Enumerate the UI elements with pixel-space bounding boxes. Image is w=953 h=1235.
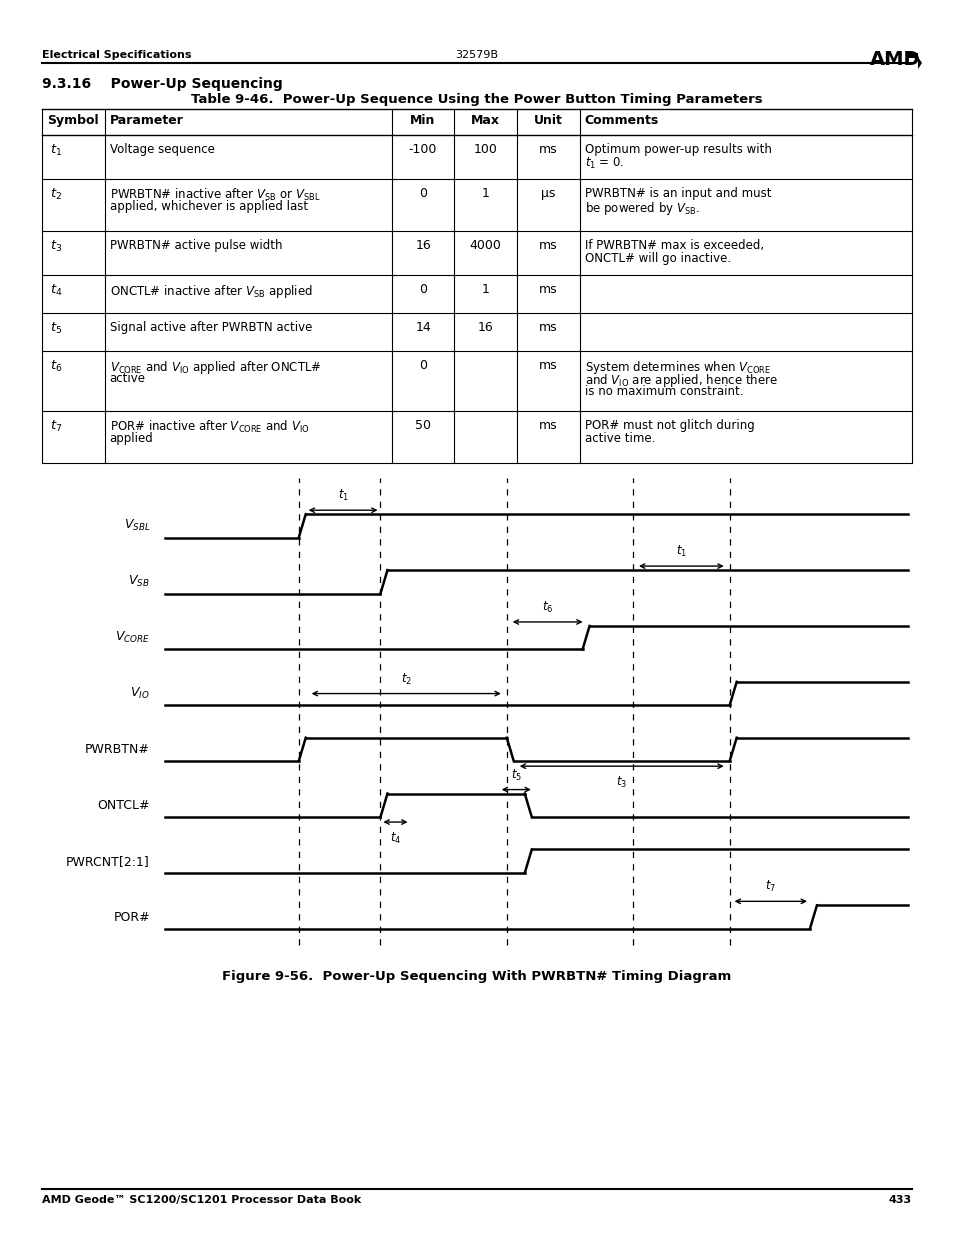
Text: AMD Geode™ SC1200/SC1201 Processor Data Book: AMD Geode™ SC1200/SC1201 Processor Data … [42,1195,361,1205]
Text: 433: 433 [888,1195,911,1205]
Text: ms: ms [538,283,558,296]
Text: be powered by $V_{\mathrm{SB}}$.: be powered by $V_{\mathrm{SB}}$. [584,200,699,217]
Text: 16: 16 [477,321,493,333]
Text: Max: Max [471,114,499,127]
Text: $t_3$: $t_3$ [50,240,62,254]
Text: -100: -100 [409,143,436,156]
Text: PWRBTN# inactive after $V_{\mathrm{SB}}$ or $V_{\mathrm{SBL}}$: PWRBTN# inactive after $V_{\mathrm{SB}}$… [110,186,320,203]
Text: System determines when $V_{\mathrm{CORE}}$: System determines when $V_{\mathrm{CORE}… [584,359,770,375]
Text: $t_5$: $t_5$ [510,767,521,783]
Text: $t_1$: $t_1$ [337,488,348,503]
Text: $V_{\mathrm{CORE}}$ and $V_{\mathrm{IO}}$ applied after ONCTL#: $V_{\mathrm{CORE}}$ and $V_{\mathrm{IO}}… [110,359,321,375]
Text: 4000: 4000 [469,240,501,252]
Text: 14: 14 [415,321,431,333]
Text: $t_7$: $t_7$ [50,419,62,433]
Text: $t_5$: $t_5$ [50,321,62,336]
Text: 0: 0 [418,359,427,372]
Text: ONCTL# will go inactive.: ONCTL# will go inactive. [584,252,730,266]
Text: ONTCL#: ONTCL# [97,799,150,811]
Text: ms: ms [538,419,558,432]
Text: $V_{IO}$: $V_{IO}$ [131,685,150,701]
Text: 16: 16 [415,240,431,252]
Text: POR#: POR# [113,910,150,924]
Text: μs: μs [540,186,555,200]
Text: ms: ms [538,321,558,333]
Text: and $V_{\mathrm{IO}}$ are applied, hence there: and $V_{\mathrm{IO}}$ are applied, hence… [584,372,777,389]
Text: 9.3.16    Power-Up Sequencing: 9.3.16 Power-Up Sequencing [42,77,282,91]
Text: applied, whichever is applied last: applied, whichever is applied last [110,200,308,212]
Text: $t_2$: $t_2$ [400,672,412,687]
Text: 1: 1 [481,186,489,200]
Text: PWRCNT[2:1]: PWRCNT[2:1] [66,855,150,868]
Text: ms: ms [538,240,558,252]
Text: ONCTL# inactive after $V_{\mathrm{SB}}$ applied: ONCTL# inactive after $V_{\mathrm{SB}}$ … [110,283,312,300]
Text: Signal active after PWRBTN active: Signal active after PWRBTN active [110,321,312,333]
Text: is no maximum constraint.: is no maximum constraint. [584,385,742,398]
Text: Voltage sequence: Voltage sequence [110,143,214,156]
Text: $t_4$: $t_4$ [390,831,400,846]
Text: Comments: Comments [584,114,659,127]
Text: 1: 1 [481,283,489,296]
Text: 100: 100 [474,143,497,156]
Text: ms: ms [538,143,558,156]
Text: POR# inactive after $V_{\mathrm{CORE}}$ and $V_{\mathrm{IO}}$: POR# inactive after $V_{\mathrm{CORE}}$ … [110,419,309,435]
Polygon shape [907,53,921,69]
Text: Electrical Specifications: Electrical Specifications [42,49,192,61]
Text: $t_1$ = 0.: $t_1$ = 0. [584,156,623,172]
Text: Min: Min [410,114,436,127]
Text: Table 9-46.  Power-Up Sequence Using the Power Button Timing Parameters: Table 9-46. Power-Up Sequence Using the … [191,93,762,106]
Text: 50: 50 [415,419,431,432]
Text: active: active [110,372,146,385]
Text: $t_1$: $t_1$ [50,143,62,158]
Text: PWRBTN#: PWRBTN# [85,743,150,756]
Text: $t_6$: $t_6$ [50,359,62,374]
Text: $t_6$: $t_6$ [541,600,553,615]
Text: $t_7$: $t_7$ [764,879,776,894]
Text: ms: ms [538,359,558,372]
Text: $t_4$: $t_4$ [50,283,63,298]
Text: $V_{SBL}$: $V_{SBL}$ [124,519,150,534]
Text: 0: 0 [418,283,427,296]
Text: 0: 0 [418,186,427,200]
Text: $t_1$: $t_1$ [675,543,686,559]
Text: $V_{SB}$: $V_{SB}$ [129,574,150,589]
Text: Figure 9-56.  Power-Up Sequencing With PWRBTN# Timing Diagram: Figure 9-56. Power-Up Sequencing With PW… [222,969,731,983]
Text: Optimum power-up results with: Optimum power-up results with [584,143,771,156]
Text: POR# must not glitch during: POR# must not glitch during [584,419,754,432]
Text: $t_2$: $t_2$ [50,186,62,203]
Text: PWRBTN# is an input and must: PWRBTN# is an input and must [584,186,770,200]
Text: active time.: active time. [584,432,655,445]
Text: $V_{CORE}$: $V_{CORE}$ [114,630,150,645]
Text: Parameter: Parameter [110,114,183,127]
Text: AMD: AMD [869,49,920,69]
Text: Unit: Unit [534,114,562,127]
Text: If PWRBTN# max is exceeded,: If PWRBTN# max is exceeded, [584,240,763,252]
Text: 32579B: 32579B [455,49,498,61]
Text: applied: applied [110,432,153,445]
Text: $t_3$: $t_3$ [616,776,627,790]
Text: Symbol: Symbol [47,114,98,127]
Text: PWRBTN# active pulse width: PWRBTN# active pulse width [110,240,282,252]
